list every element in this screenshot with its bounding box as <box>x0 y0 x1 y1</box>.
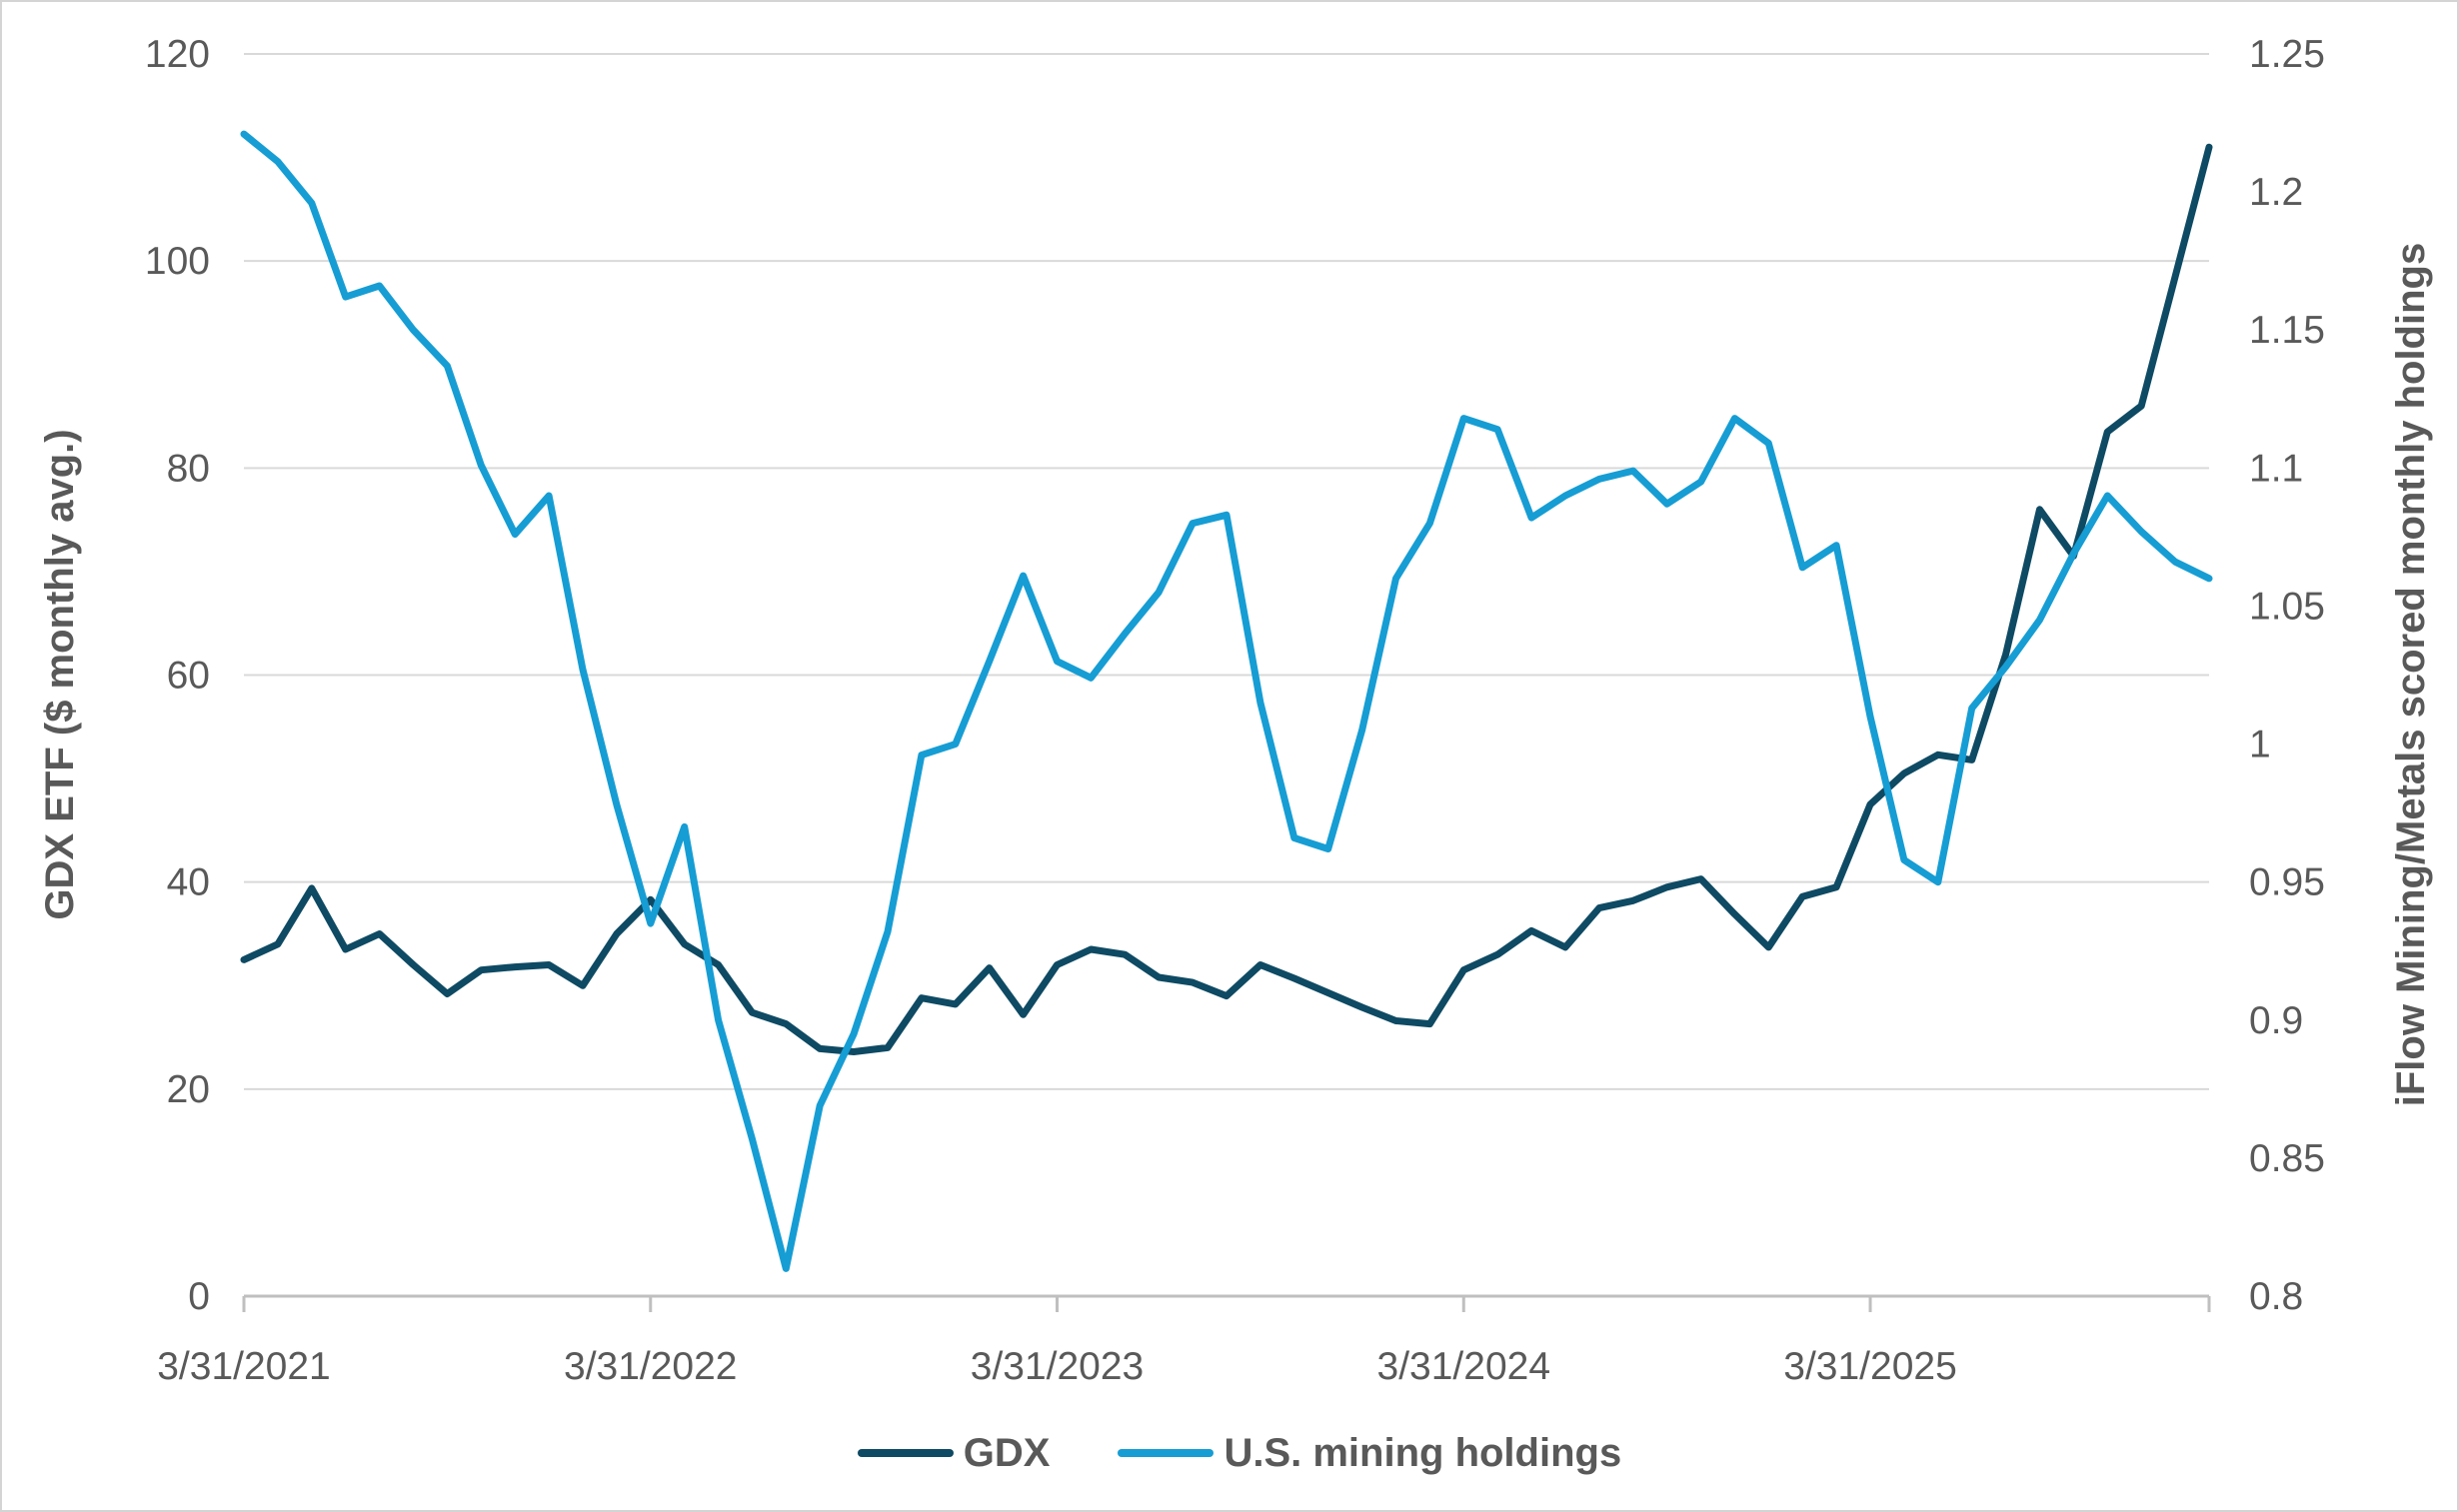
right-axis-tick-label: 1.25 <box>2249 33 2325 76</box>
series-group <box>240 130 2213 1272</box>
right-axis-tick-label: 1.15 <box>2249 309 2325 352</box>
right-axis-tick-label: 1.05 <box>2249 585 2325 628</box>
axes-group <box>242 1294 2211 1312</box>
legend-item-gdx: GDX <box>857 1431 1051 1475</box>
left-axis-tick-label: 0 <box>188 1275 210 1318</box>
legend-label-us-mining-holdings: U.S. mining holdings <box>1224 1431 1622 1475</box>
x-axis-tick-label: 3/31/2022 <box>564 1345 738 1388</box>
x-axis-tick-label: 3/31/2021 <box>157 1345 331 1388</box>
x-axis-tick-label: 3/31/2024 <box>1377 1345 1551 1388</box>
left-axis-tick-label: 100 <box>145 240 210 283</box>
left-axis-tick-label: 40 <box>167 861 210 904</box>
left-axis-tick-label: 120 <box>145 33 210 76</box>
right-axis-tick-label: 1.1 <box>2249 447 2303 490</box>
right-axis-tick-label: 0.9 <box>2249 999 2303 1042</box>
gridlines-group <box>244 53 2209 1090</box>
right-axis-tick-label: 0.95 <box>2249 861 2325 904</box>
legend-item-us-mining-holdings: U.S. mining holdings <box>1118 1433 1621 1473</box>
axis-labels-group: 0 20 40 60 80 100 120 0.8 0.85 0.9 0.95 1 1.05 1.1 1.1… <box>145 33 2325 1388</box>
left-axis-tick-label: 20 <box>167 1068 210 1111</box>
gdx-line-swatch <box>857 1449 954 1457</box>
right-axis-tick-label: 0.85 <box>2249 1137 2325 1180</box>
us-mining-holdings-line <box>240 130 2213 1272</box>
left-axis-tick-label: 80 <box>167 447 210 490</box>
left-axis-tick-label: 60 <box>167 655 210 698</box>
right-axis-tick-label: 1 <box>2249 724 2271 766</box>
chart-legend: GDX U.S. mining holdings <box>12 1431 2457 1475</box>
x-axis-tick-label: 3/31/2025 <box>1783 1345 1957 1388</box>
gdx-line <box>240 143 2213 1055</box>
us-mining-holdings-line-swatch <box>1118 1449 1215 1457</box>
right-axis-tick-label: 1.2 <box>2249 171 2303 214</box>
right-axis-tick-label: 0.8 <box>2249 1275 2303 1318</box>
x-axis-tick-label: 3/31/2023 <box>971 1345 1145 1388</box>
legend-label-gdx: GDX <box>963 1431 1051 1475</box>
